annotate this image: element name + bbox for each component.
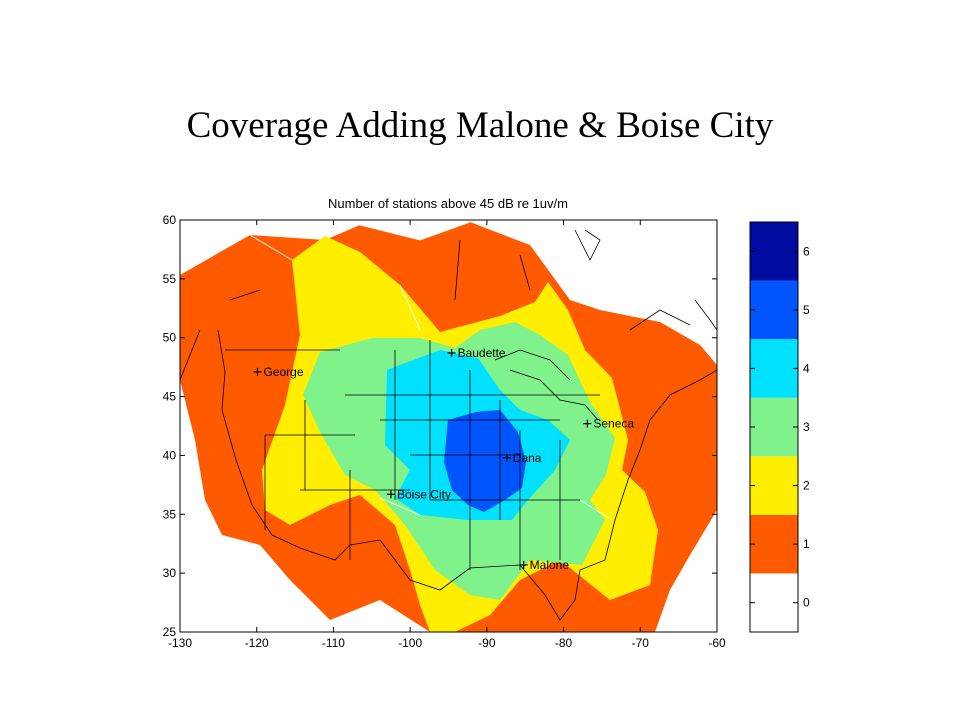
y-tick-label: 60 — [163, 213, 177, 227]
stations-layer: Baudette George Seneca Dana Boise City Malone — [253, 346, 634, 572]
x-tick-label: -80 — [555, 636, 573, 650]
colorbar-swatch — [750, 222, 798, 281]
x-tick-label: -70 — [632, 636, 650, 650]
station-marker: George — [253, 365, 304, 379]
x-tick-label: -60 — [708, 636, 726, 650]
slide-title: Coverage Adding Malone & Boise City — [186, 105, 774, 146]
contour-lines — [249, 221, 613, 521]
colorbar-swatch — [750, 573, 798, 632]
x-tick-label: -90 — [478, 636, 496, 650]
station-marker: Baudette — [447, 346, 506, 360]
y-tick-label: 55 — [163, 272, 177, 286]
colorbar-swatch — [750, 339, 798, 398]
colorbar-tick-label: 1 — [803, 537, 810, 551]
colorbar-swatch — [750, 456, 798, 515]
station-label: Seneca — [593, 417, 634, 431]
y-tick-label: 30 — [163, 566, 177, 580]
x-tick-label: -100 — [398, 636, 422, 650]
colorbar-swatch — [750, 280, 798, 340]
colorbar-tick-label: 6 — [803, 244, 810, 258]
station-label: George — [263, 365, 303, 379]
station-label: Boise City — [397, 487, 451, 501]
station-label: Malone — [530, 558, 570, 572]
axes-frame — [179, 219, 718, 633]
y-tick-label: 50 — [163, 331, 177, 345]
station-marker: Seneca — [583, 417, 634, 431]
station-marker: Dana — [502, 451, 542, 465]
y-tick-label: 40 — [163, 448, 177, 462]
coverage-region-5 — [444, 410, 526, 512]
map-outlines — [180, 229, 717, 621]
x-tick-label: -110 — [322, 636, 345, 650]
station-marker: Malone — [519, 558, 570, 572]
x-axis: -130 -120 -110 -100 -90 -80 -70 -60 — [168, 220, 726, 650]
x-tick-label: -120 — [245, 636, 269, 650]
colorbar: 0 1 2 3 4 5 6 — [749, 221, 810, 633]
station-label: Dana — [513, 451, 542, 465]
y-tick-label: 25 — [163, 625, 177, 639]
colorbar-swatch — [750, 397, 798, 457]
coverage-map: Baudette George Seneca Dana Boise City Malone — [180, 220, 717, 632]
colorbar-tick-label: 2 — [803, 479, 810, 493]
y-axis: 25 30 35 40 45 50 55 60 — [163, 213, 717, 639]
colorbar-swatch — [750, 514, 798, 574]
colorbar-tick-label: 5 — [803, 303, 810, 317]
plot-title: Number of stations above 45 dB re 1uv/m — [328, 196, 568, 211]
y-tick-label: 35 — [163, 507, 177, 521]
colorbar-tick-label: 3 — [803, 420, 810, 434]
colorbar-tick-label: 4 — [803, 361, 810, 375]
station-marker: Boise City — [386, 487, 451, 501]
y-tick-label: 45 — [163, 390, 177, 404]
x-tick-label: -130 — [168, 636, 192, 650]
colorbar-tick-label: 0 — [803, 596, 810, 610]
station-label: Baudette — [458, 346, 506, 360]
